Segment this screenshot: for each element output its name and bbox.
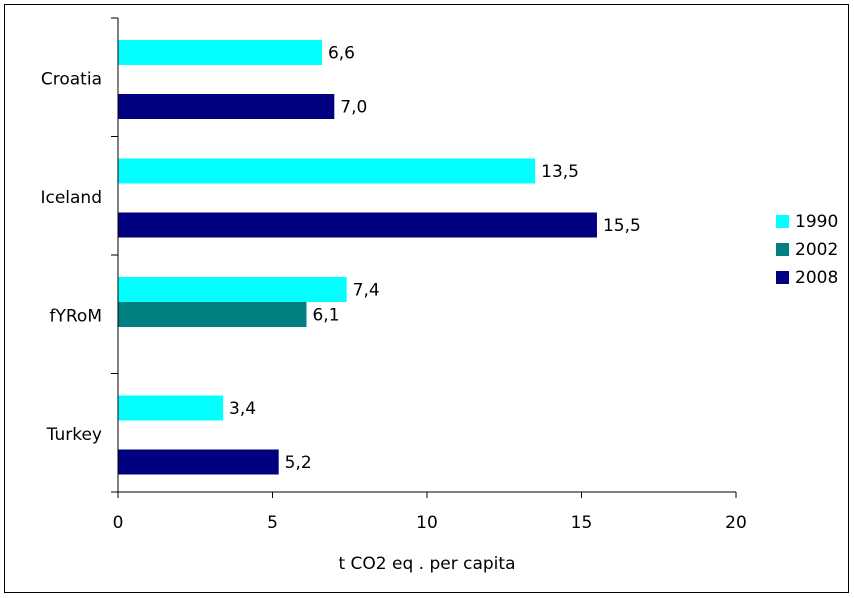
category-label-Turkey: Turkey [46,425,102,445]
bar-fYRoM-2002 [118,302,307,327]
legend-label-2002: 2002 [795,240,838,260]
x-tick-label-10: 10 [416,513,438,533]
bar-Iceland-1990 [118,158,536,184]
x-tick-label-5: 5 [267,513,278,533]
x-axis-label: t CO2 eq . per capita [338,554,515,574]
axes-group: Croatia Iceland fYRoM Turkey 0 5 10 15 20 [40,17,747,533]
legend-label-2008: 2008 [795,268,838,288]
bar-Croatia-1990 [118,40,322,65]
bar-Iceland-2008 [118,212,597,238]
data-label-Croatia-1990: 6,6 [328,44,355,64]
bar-Turkey-2008 [118,449,279,475]
data-labels-group: 6,6 7,0 13,5 15,5 7,4 6,1 3,4 5,2 [229,44,641,474]
data-label-Iceland-1990: 13,5 [541,162,579,182]
data-label-Turkey-1990: 3,4 [229,399,256,419]
legend: 1990 2002 2008 [776,212,838,288]
legend-swatch-2008 [776,271,789,284]
category-label-Iceland: Iceland [40,188,102,208]
data-label-fYRoM-2002: 6,1 [312,306,339,326]
x-tick-label-20: 20 [725,513,747,533]
bar-Turkey-1990 [118,395,224,421]
x-tick-label-15: 15 [571,513,593,533]
category-label-Croatia: Croatia [41,69,102,89]
legend-label-1990: 1990 [795,212,838,232]
bar-fYRoM-1990 [118,277,347,302]
data-label-Croatia-2008: 7,0 [340,98,367,118]
data-label-Turkey-2008: 5,2 [285,453,312,473]
legend-swatch-2002 [776,243,789,256]
category-label-fYRoM: fYRoM [50,306,103,326]
bars-group [118,40,597,475]
x-tick-label-0: 0 [113,513,124,533]
legend-swatch-1990 [776,215,789,228]
bar-Croatia-2008 [118,94,335,119]
data-label-fYRoM-1990: 7,4 [353,281,380,301]
data-label-Iceland-2008: 15,5 [603,216,641,236]
